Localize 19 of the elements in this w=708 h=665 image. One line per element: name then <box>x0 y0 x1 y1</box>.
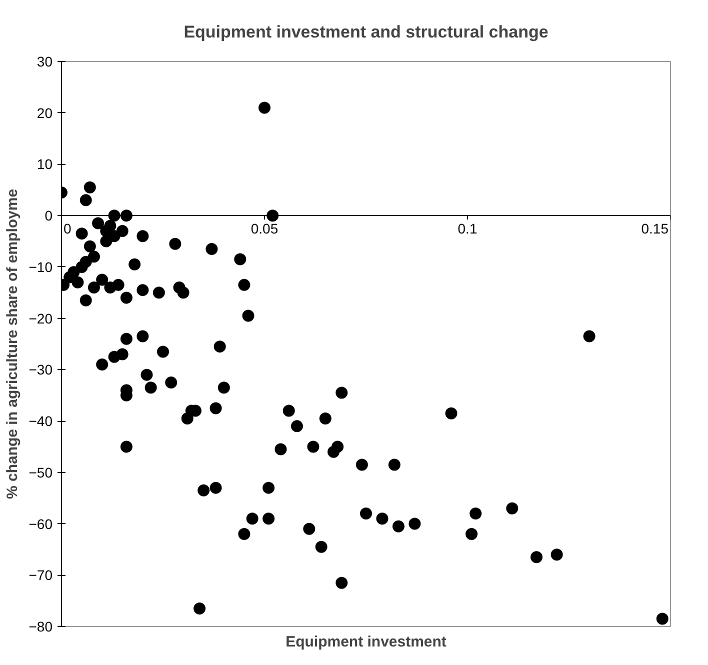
y-tick-label: −30 <box>28 362 53 378</box>
x-tick-label: 0.1 <box>458 220 478 237</box>
x-tick-label: 0 <box>64 220 72 237</box>
y-tick-label: 0 <box>44 208 53 224</box>
y-axis-title: % change in agriculture share of employme <box>4 188 21 500</box>
y-tick-label: 30 <box>36 54 53 70</box>
x-tick-label: 0.05 <box>250 220 278 237</box>
x-tick-label: 0.15 <box>641 220 669 237</box>
y-tick-label: −40 <box>28 413 53 430</box>
y-tick-label: 10 <box>36 156 53 172</box>
y-tick-label: −20 <box>28 310 53 326</box>
y-tick-label: −50 <box>28 464 53 480</box>
y-tick-label: −70 <box>28 567 53 584</box>
y-tick-label: −10 <box>28 258 53 275</box>
y-tick-label: −60 <box>28 516 53 532</box>
y-tick-label: −80 <box>28 618 53 634</box>
y-tick-label: 20 <box>36 104 53 121</box>
x-axis-title: Equipment investment <box>286 634 446 650</box>
chart-title: Equipment investment and structural change <box>184 22 548 42</box>
